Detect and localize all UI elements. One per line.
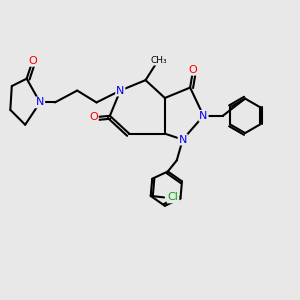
Text: N: N bbox=[116, 85, 124, 96]
Text: N: N bbox=[36, 98, 44, 107]
Text: O: O bbox=[89, 112, 98, 122]
Text: O: O bbox=[28, 56, 37, 66]
Text: N: N bbox=[199, 111, 208, 121]
Text: O: O bbox=[189, 65, 197, 75]
Text: N: N bbox=[178, 135, 187, 145]
Text: CH₃: CH₃ bbox=[150, 56, 166, 65]
Text: Cl: Cl bbox=[168, 192, 178, 203]
